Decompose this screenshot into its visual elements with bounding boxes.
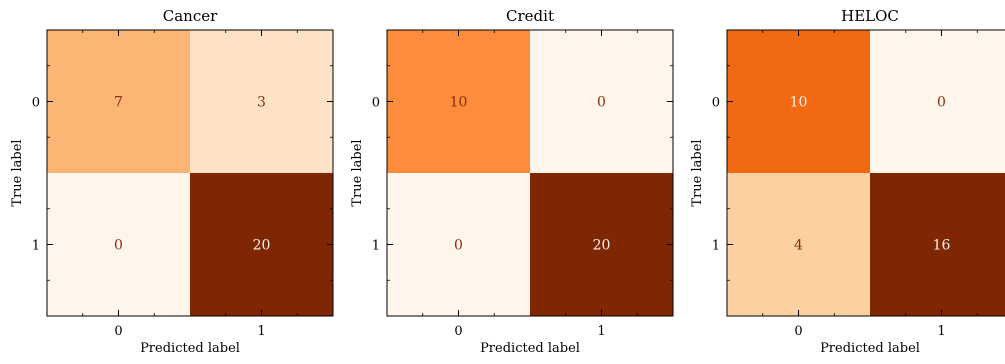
y-tick-label: 1 [372, 239, 380, 254]
chart-title: Credit [506, 7, 554, 25]
chart-title: HELOC [841, 7, 899, 25]
cell-value-label: 20 [253, 238, 271, 254]
heatmap-cell [190, 30, 333, 173]
x-tick-label: 1 [937, 324, 945, 339]
panel-cancer: 7 3 0 20 0 1 0 1 Cancer Predicted label True label [10, 7, 334, 356]
heatmap-cell [47, 30, 190, 173]
y-tick-label: 0 [712, 96, 720, 111]
heatmap-cell [387, 30, 530, 173]
chart-title: Cancer [163, 7, 218, 25]
cell-value-label: 7 [114, 95, 123, 111]
x-tick-label: 1 [257, 324, 265, 339]
heatmap-cell [530, 173, 673, 316]
y-tick-label: 1 [32, 239, 40, 254]
heatmap-cell [387, 173, 530, 316]
cell-value-label: 20 [593, 238, 611, 254]
cell-value-label: 3 [257, 95, 266, 111]
cell-value-label: 16 [933, 238, 951, 254]
heatmap-cell [727, 30, 870, 173]
heatmap-cell [870, 173, 1005, 316]
cell-value-label: 10 [450, 95, 468, 111]
y-tick-label: 1 [712, 239, 720, 254]
axes-frame [46, 29, 334, 317]
x-axis-label: Predicted label [820, 341, 920, 356]
y-tick-label: 0 [32, 96, 40, 111]
x-tick-label: 0 [454, 324, 462, 339]
heatmap-cell [870, 30, 1005, 173]
x-axis-label: Predicted label [480, 341, 580, 356]
axes-frame [726, 29, 1005, 317]
y-axis-label: True label [10, 139, 25, 206]
y-tick-label: 0 [372, 96, 380, 111]
x-tick-label: 0 [794, 324, 802, 339]
x-tick-label: 1 [597, 324, 605, 339]
y-axis-label: True label [690, 139, 705, 206]
y-axis-label: True label [350, 139, 365, 206]
cell-value-label: 10 [790, 95, 808, 111]
heatmap-cell [47, 173, 190, 316]
heatmap-cell [190, 173, 333, 316]
cell-value-label: 0 [597, 95, 606, 111]
heatmap-cell [530, 30, 673, 173]
heatmap-cell [727, 173, 870, 316]
cell-value-label: 0 [454, 238, 463, 254]
cell-value-label: 0 [114, 238, 123, 254]
axes-frame [386, 29, 674, 317]
cell-value-label: 0 [937, 95, 946, 111]
cell-value-label: 4 [794, 238, 803, 254]
x-axis-label: Predicted label [140, 341, 240, 356]
x-tick-label: 0 [114, 324, 122, 339]
